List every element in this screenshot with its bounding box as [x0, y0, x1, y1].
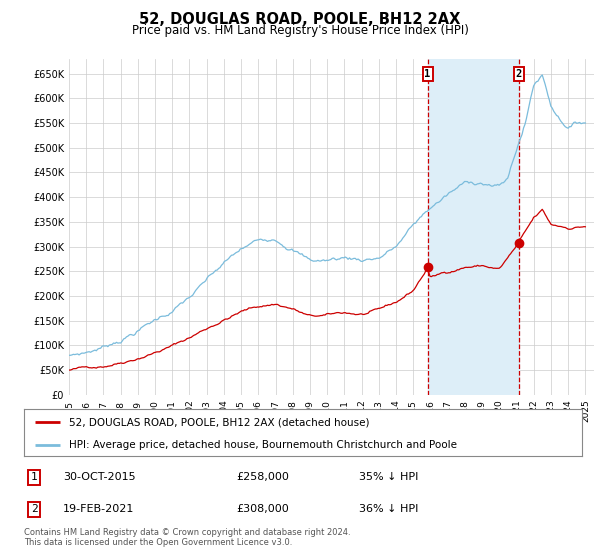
Text: 2: 2 [515, 69, 522, 79]
Text: 2: 2 [31, 505, 37, 515]
Text: £258,000: £258,000 [236, 472, 289, 482]
Text: 36% ↓ HPI: 36% ↓ HPI [359, 505, 418, 515]
Text: Price paid vs. HM Land Registry's House Price Index (HPI): Price paid vs. HM Land Registry's House … [131, 24, 469, 37]
Bar [428, 59, 518, 395]
Text: 52, DOUGLAS ROAD, POOLE, BH12 2AX (detached house): 52, DOUGLAS ROAD, POOLE, BH12 2AX (detac… [68, 417, 369, 427]
Text: 30-OCT-2015: 30-OCT-2015 [63, 472, 136, 482]
Text: 1: 1 [424, 69, 431, 79]
Text: Contains HM Land Registry data © Crown copyright and database right 2024.
This d: Contains HM Land Registry data © Crown c… [24, 528, 350, 547]
Text: 1: 1 [31, 472, 37, 482]
Text: 52, DOUGLAS ROAD, POOLE, BH12 2AX: 52, DOUGLAS ROAD, POOLE, BH12 2AX [139, 12, 461, 27]
Text: 19-FEB-2021: 19-FEB-2021 [63, 505, 134, 515]
Text: 35% ↓ HPI: 35% ↓ HPI [359, 472, 418, 482]
Text: £308,000: £308,000 [236, 505, 289, 515]
Text: HPI: Average price, detached house, Bournemouth Christchurch and Poole: HPI: Average price, detached house, Bour… [68, 440, 457, 450]
